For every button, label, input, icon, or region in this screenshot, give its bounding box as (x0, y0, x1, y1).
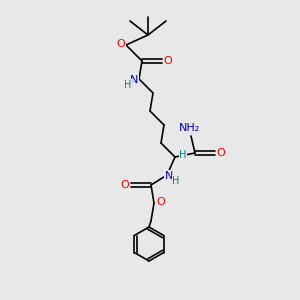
Text: O: O (164, 56, 172, 66)
Text: NH₂: NH₂ (179, 123, 201, 133)
Text: O: O (121, 180, 129, 190)
Text: N: N (130, 75, 138, 85)
Text: N: N (165, 171, 173, 181)
Text: H: H (124, 80, 132, 90)
Text: O: O (117, 39, 125, 49)
Text: H: H (172, 176, 180, 186)
Text: O: O (217, 148, 225, 158)
Text: H: H (179, 150, 187, 160)
Text: O: O (157, 197, 165, 207)
